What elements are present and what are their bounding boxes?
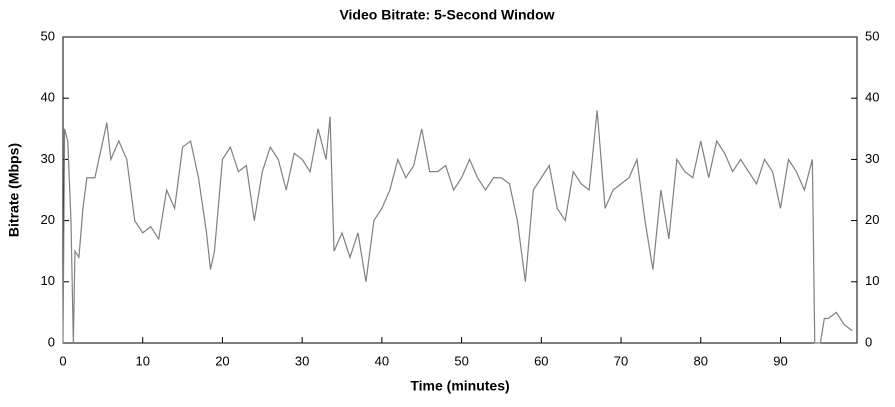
x-tick-label: 60 [534,353,548,368]
x-tick-label: 40 [375,353,389,368]
plot-frame [62,36,858,344]
y2-tick-label: 40 [865,90,879,105]
x-tick-label: 90 [773,353,787,368]
x-tick-label: 70 [614,353,628,368]
y-tick-label: 0 [48,334,55,349]
chart-title: Video Bitrate: 5-Second Window [339,7,554,23]
y-tick-label: 50 [41,28,55,43]
y-tick-label: 20 [41,212,55,227]
y-tick-label: 10 [41,273,55,288]
x-tick-label: 10 [135,353,149,368]
y2-tick-label: 10 [865,273,879,288]
x-tick-label: 30 [295,353,309,368]
y-axis-label: Bitrate (Mbps) [6,143,22,237]
y2-tick-label: 30 [865,151,879,166]
y-tick-label: 30 [41,151,55,166]
y2-tick-label: 20 [865,212,879,227]
x-tick-label: 80 [694,353,708,368]
x-tick-label: 50 [454,353,468,368]
y2-tick-label: 50 [865,28,879,43]
x-axis-label: Time (minutes) [410,378,509,394]
y-tick-label: 40 [41,90,55,105]
x-tick-label: 20 [215,353,229,368]
data-line [62,110,853,344]
x-tick-label: 0 [59,353,66,368]
y2-tick-label: 0 [865,334,872,349]
